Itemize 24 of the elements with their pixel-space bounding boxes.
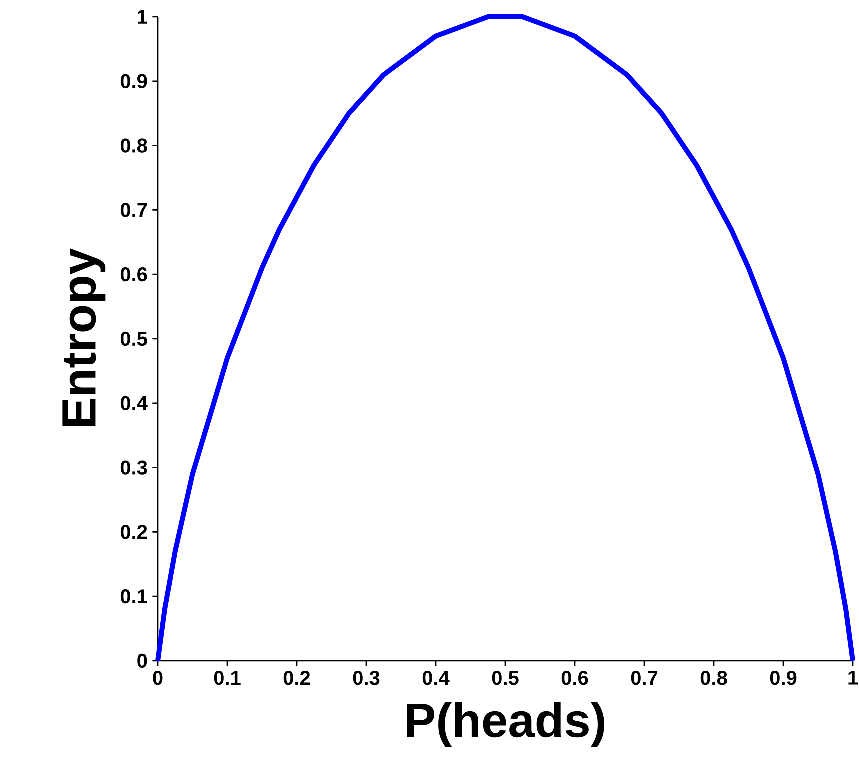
x-tick-label: 1 [848,671,858,685]
x-tick-label: 0.1 [214,671,241,686]
y-tick-label: 0.5 [120,332,148,346]
y-tick-label: 0.4 [120,396,148,410]
y-tick-label: 1 [138,10,148,24]
x-tick-label: 0.6 [562,671,588,686]
y-tick-label: 0 [138,654,148,668]
y-tick-label: 0.6 [120,268,148,282]
x-axis-title: P(heads) [407,702,604,748]
x-tick-label: 0.7 [631,671,658,686]
x-tick-label: 0.8 [700,671,728,686]
y-tick-label: 0.7 [120,203,148,218]
y-tick-label: 0.1 [120,590,148,604]
x-tick-label: 0.9 [770,671,797,686]
x-tick-label: 0.3 [353,671,380,686]
y-tick-label: 0.9 [120,74,148,88]
y-tick-label: 0.2 [120,525,148,540]
y-tick-label: 0.8 [120,138,148,153]
x-tick-label: 0.4 [422,671,450,686]
y-tick-label: 0.3 [120,460,148,475]
y-axis-title: Entropy [62,248,106,426]
x-tick-label: 0.2 [284,671,310,686]
x-tick-label: 0.5 [492,671,519,686]
x-tick-label: 0 [153,671,163,686]
